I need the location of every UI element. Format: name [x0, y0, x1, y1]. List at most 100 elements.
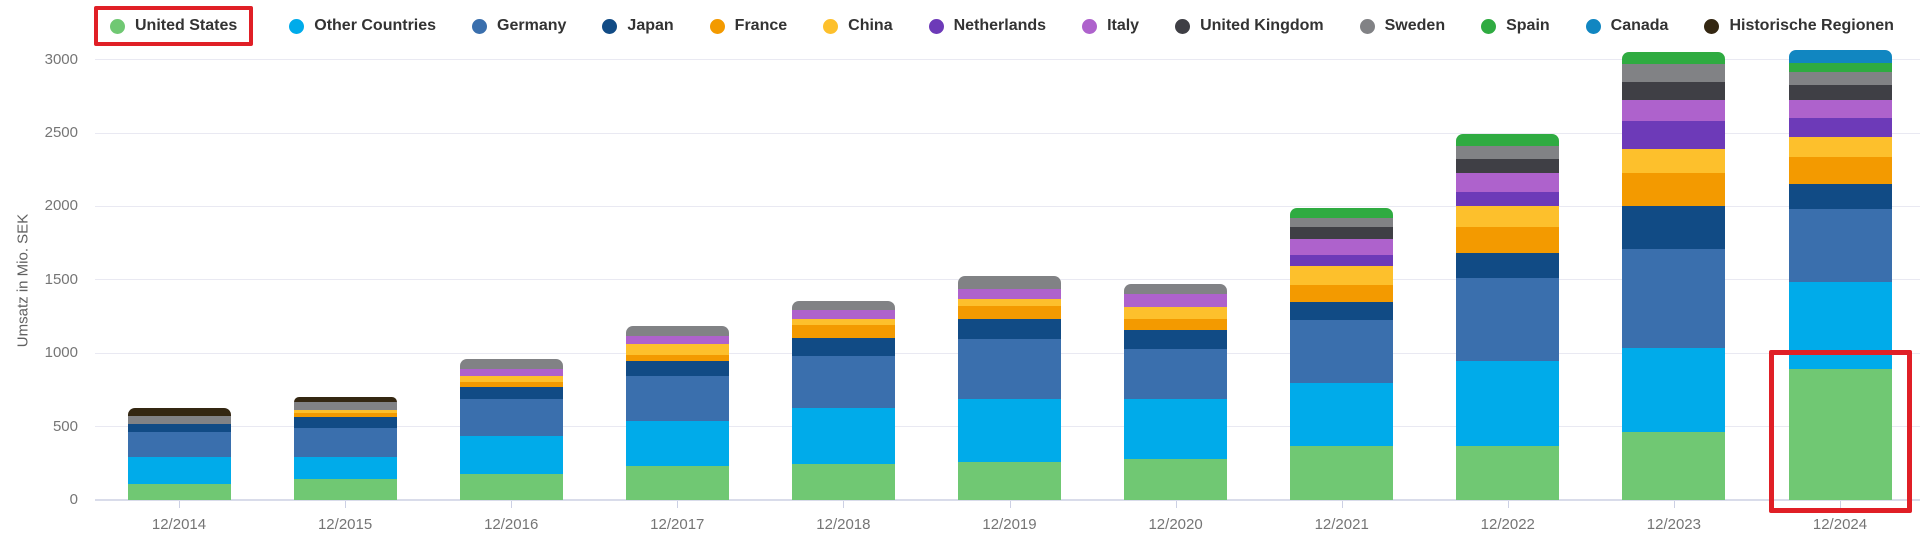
- bar-segment-germany-12-2015[interactable]: [293, 428, 397, 458]
- bar-segment-japan-12-2021[interactable]: [1290, 301, 1394, 321]
- bar-segment-spain-12-2023[interactable]: [1622, 52, 1726, 64]
- bar-segment-united-states-12-2015[interactable]: [293, 479, 397, 500]
- bar-segment-sweden-12-2015[interactable]: [293, 402, 397, 410]
- bar-segment-germany-12-2021[interactable]: [1290, 320, 1394, 383]
- bar-segment-other-countries-12-2015[interactable]: [293, 457, 397, 480]
- bar-segment-historische-regionen-12-2014[interactable]: [127, 408, 231, 417]
- bar-segment-italy-12-2021[interactable]: [1290, 238, 1394, 255]
- bar-segment-china-12-2019[interactable]: [958, 298, 1061, 307]
- bar-segment-china-12-2015[interactable]: [293, 409, 397, 414]
- bar-segment-united-states-12-2022[interactable]: [1456, 445, 1560, 500]
- bar-segment-netherlands-12-2023[interactable]: [1622, 120, 1726, 150]
- bar-segment-sweden-12-2019[interactable]: [958, 276, 1061, 289]
- bar-segment-united-states-12-2021[interactable]: [1290, 446, 1394, 500]
- bar-segment-united-states-12-2024[interactable]: [1788, 368, 1892, 500]
- legend-item-other-countries[interactable]: Other Countries: [289, 17, 436, 35]
- bar-segment-japan-12-2016[interactable]: [459, 386, 563, 400]
- bar-segment-italy-12-2019[interactable]: [958, 288, 1061, 299]
- bar-segment-united-kingdom-12-2023[interactable]: [1622, 81, 1726, 100]
- bar-segment-france-12-2017[interactable]: [625, 354, 729, 361]
- legend-item-spain[interactable]: Spain: [1481, 17, 1550, 35]
- bar-segment-france-12-2018[interactable]: [791, 325, 895, 338]
- bar-segment-united-kingdom-12-2022[interactable]: [1456, 159, 1560, 173]
- bar-segment-france-12-2016[interactable]: [459, 381, 563, 387]
- bar-segment-china-12-2016[interactable]: [459, 375, 563, 382]
- bar-segment-japan-12-2019[interactable]: [958, 318, 1061, 339]
- bar-segment-germany-12-2024[interactable]: [1788, 209, 1892, 282]
- bar-segment-germany-12-2020[interactable]: [1124, 348, 1228, 399]
- bar-segment-united-states-12-2018[interactable]: [791, 464, 895, 500]
- bar-segment-other-countries-12-2016[interactable]: [459, 436, 563, 475]
- bar-segment-sweden-12-2022[interactable]: [1456, 146, 1560, 160]
- bar-segment-italy-12-2018[interactable]: [791, 309, 895, 320]
- bar-segment-netherlands-12-2024[interactable]: [1788, 117, 1892, 137]
- bar-segment-china-12-2018[interactable]: [791, 319, 895, 326]
- bar-segment-germany-12-2022[interactable]: [1456, 278, 1560, 361]
- bar-segment-italy-12-2020[interactable]: [1124, 293, 1228, 307]
- bar-segment-other-countries-12-2014[interactable]: [127, 457, 231, 484]
- bar-segment-france-12-2021[interactable]: [1290, 284, 1394, 302]
- legend-item-united-kingdom[interactable]: United Kingdom: [1175, 17, 1324, 35]
- legend-item-japan[interactable]: Japan: [602, 17, 674, 35]
- bar-segment-sweden-12-2018[interactable]: [791, 301, 895, 310]
- bar-segment-germany-12-2019[interactable]: [958, 338, 1061, 399]
- bar-segment-france-12-2020[interactable]: [1124, 318, 1228, 331]
- bar-segment-france-12-2024[interactable]: [1788, 157, 1892, 184]
- bar-segment-italy-12-2016[interactable]: [459, 369, 563, 376]
- bar-segment-united-states-12-2019[interactable]: [958, 461, 1061, 500]
- bar-segment-united-kingdom-12-2024[interactable]: [1788, 84, 1892, 100]
- bar-segment-france-12-2023[interactable]: [1622, 173, 1726, 207]
- bar-segment-other-countries-12-2017[interactable]: [625, 420, 729, 467]
- bar-segment-canada-12-2024[interactable]: [1788, 50, 1892, 63]
- legend-item-netherlands[interactable]: Netherlands: [928, 17, 1046, 35]
- bar-segment-germany-12-2017[interactable]: [625, 375, 729, 421]
- bar-segment-historische-regionen-12-2015[interactable]: [293, 397, 397, 403]
- bar-segment-japan-12-2022[interactable]: [1456, 252, 1560, 279]
- bar-segment-china-12-2021[interactable]: [1290, 265, 1394, 285]
- legend-item-historische-regionen[interactable]: Historische Regionen: [1704, 17, 1894, 35]
- legend-item-germany[interactable]: Germany: [472, 17, 566, 35]
- bar-segment-japan-12-2015[interactable]: [293, 417, 397, 429]
- legend-item-france[interactable]: France: [709, 17, 787, 35]
- bar-segment-italy-12-2024[interactable]: [1788, 99, 1892, 118]
- bar-segment-japan-12-2014[interactable]: [127, 423, 231, 432]
- legend-item-canada[interactable]: Canada: [1585, 17, 1668, 35]
- bar-segment-japan-12-2017[interactable]: [625, 360, 729, 376]
- bar-segment-other-countries-12-2021[interactable]: [1290, 382, 1394, 447]
- bar-segment-spain-12-2021[interactable]: [1290, 207, 1394, 219]
- bar-segment-other-countries-12-2022[interactable]: [1456, 360, 1560, 446]
- bar-segment-france-12-2022[interactable]: [1456, 226, 1560, 253]
- bar-segment-china-12-2023[interactable]: [1622, 149, 1726, 174]
- legend-item-china[interactable]: China: [823, 17, 893, 35]
- bar-segment-other-countries-12-2018[interactable]: [791, 407, 895, 465]
- bar-segment-other-countries-12-2024[interactable]: [1788, 282, 1892, 369]
- bar-segment-other-countries-12-2019[interactable]: [958, 398, 1061, 462]
- bar-segment-italy-12-2017[interactable]: [625, 336, 729, 345]
- bar-segment-united-states-12-2017[interactable]: [625, 466, 729, 500]
- bar-segment-italy-12-2022[interactable]: [1456, 172, 1560, 193]
- bar-segment-sweden-12-2023[interactable]: [1622, 64, 1726, 82]
- bar-segment-china-12-2022[interactable]: [1456, 205, 1560, 227]
- bar-segment-sweden-12-2017[interactable]: [625, 326, 729, 337]
- legend-item-sweden[interactable]: Sweden: [1359, 17, 1445, 35]
- bar-segment-united-kingdom-12-2021[interactable]: [1290, 226, 1394, 239]
- bar-segment-sweden-12-2021[interactable]: [1290, 218, 1394, 227]
- bar-segment-china-12-2024[interactable]: [1788, 136, 1892, 158]
- bar-segment-germany-12-2023[interactable]: [1622, 248, 1726, 349]
- bar-segment-other-countries-12-2023[interactable]: [1622, 348, 1726, 432]
- bar-segment-japan-12-2024[interactable]: [1788, 183, 1892, 210]
- bar-segment-spain-12-2022[interactable]: [1456, 134, 1560, 147]
- bar-segment-japan-12-2023[interactable]: [1622, 206, 1726, 249]
- bar-segment-china-12-2017[interactable]: [625, 344, 729, 355]
- bar-segment-united-states-12-2023[interactable]: [1622, 431, 1726, 500]
- legend-item-united-states[interactable]: United States: [94, 6, 254, 46]
- bar-segment-sweden-12-2016[interactable]: [459, 359, 563, 370]
- bar-segment-france-12-2019[interactable]: [958, 306, 1061, 319]
- bar-segment-germany-12-2016[interactable]: [459, 399, 563, 437]
- bar-segment-united-states-12-2014[interactable]: [127, 483, 231, 500]
- bar-segment-other-countries-12-2020[interactable]: [1124, 398, 1228, 459]
- bar-segment-sweden-12-2024[interactable]: [1788, 72, 1892, 85]
- bar-segment-france-12-2015[interactable]: [293, 413, 397, 418]
- bar-segment-japan-12-2018[interactable]: [791, 337, 895, 357]
- bar-segment-united-states-12-2020[interactable]: [1124, 458, 1228, 500]
